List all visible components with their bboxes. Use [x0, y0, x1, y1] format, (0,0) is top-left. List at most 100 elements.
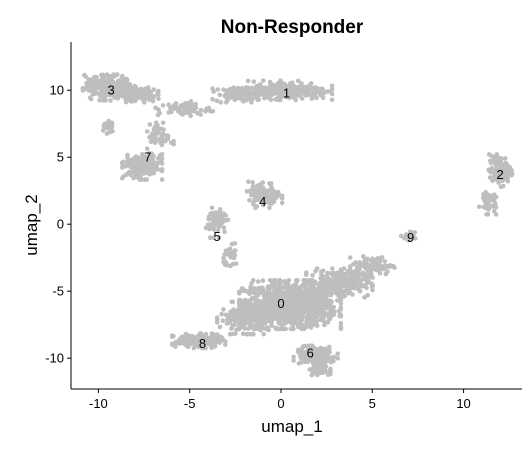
y-tick-label: 10: [50, 83, 64, 98]
data-point: [147, 122, 153, 127]
data-point: [241, 314, 247, 320]
data-point: [141, 95, 146, 101]
data-point: [192, 106, 198, 112]
data-point: [274, 303, 280, 309]
data-point: [370, 287, 375, 293]
data-point: [173, 344, 178, 349]
data-point: [221, 87, 226, 92]
data-point: [349, 269, 355, 274]
data-point: [338, 267, 344, 273]
data-point: [492, 154, 497, 160]
data-point: [362, 295, 367, 300]
data-point: [198, 107, 204, 113]
data-point: [379, 255, 385, 260]
x-axis-title: umap_1: [261, 417, 322, 436]
data-point: [147, 165, 153, 170]
cluster-label-1: 1: [283, 85, 290, 100]
data-point: [276, 83, 282, 89]
data-point: [337, 286, 342, 291]
data-point: [305, 84, 310, 89]
data-point: [215, 87, 221, 92]
data-point: [138, 171, 143, 176]
data-point: [318, 317, 323, 323]
x-tick-label: -10: [89, 396, 108, 411]
data-point: [308, 305, 314, 311]
data-point: [150, 160, 156, 165]
data-point: [279, 86, 285, 91]
data-point: [352, 278, 357, 284]
data-point: [153, 133, 158, 138]
x-tick-label: 10: [456, 396, 470, 411]
data-point: [324, 354, 330, 359]
data-point: [120, 175, 125, 181]
data-point: [365, 277, 371, 282]
data-point: [244, 92, 250, 98]
data-point: [295, 321, 301, 326]
data-point: [255, 287, 261, 293]
data-point: [300, 356, 305, 362]
data-point: [259, 324, 265, 330]
data-point: [229, 241, 235, 247]
data-point: [347, 264, 353, 269]
data-point: [173, 101, 179, 106]
data-point: [351, 272, 356, 278]
data-point: [252, 308, 257, 313]
data-point: [387, 263, 393, 268]
data-point: [316, 303, 322, 309]
data-point: [156, 92, 161, 97]
data-point: [266, 327, 272, 333]
data-point: [299, 324, 305, 330]
data-point: [347, 278, 353, 283]
data-point: [268, 87, 274, 93]
data-point: [251, 331, 256, 337]
cluster-label-7: 7: [144, 150, 151, 165]
data-point: [185, 344, 191, 350]
data-point: [329, 307, 334, 312]
data-point: [222, 229, 227, 234]
data-point: [281, 81, 286, 87]
data-point: [263, 198, 269, 203]
data-point: [286, 278, 292, 283]
data-point: [206, 217, 212, 222]
data-point: [105, 120, 111, 125]
data-point: [339, 289, 345, 295]
data-point: [355, 264, 360, 270]
data-point: [269, 302, 274, 307]
data-point: [392, 265, 397, 270]
data-point: [103, 97, 108, 102]
data-point: [210, 210, 215, 216]
data-point: [152, 140, 158, 145]
x-tick-label: 0: [277, 396, 284, 411]
data-point: [370, 266, 376, 272]
data-point: [256, 321, 262, 326]
data-point: [215, 227, 221, 233]
data-point: [320, 286, 325, 292]
data-point: [282, 319, 288, 324]
data-point: [139, 162, 145, 167]
data-point: [257, 92, 263, 98]
data-point: [241, 99, 246, 104]
data-point: [260, 85, 265, 91]
data-point: [220, 217, 226, 223]
data-point: [251, 202, 256, 207]
data-point: [230, 310, 235, 316]
data-point: [265, 285, 271, 291]
data-point: [270, 314, 276, 320]
data-point: [291, 307, 297, 312]
data-point: [310, 273, 315, 278]
data-point: [159, 161, 165, 166]
data-point: [130, 157, 135, 162]
data-point: [304, 282, 309, 288]
data-point: [160, 103, 166, 108]
data-point: [155, 112, 161, 118]
data-point: [294, 296, 300, 302]
data-point: [319, 272, 324, 278]
data-point: [291, 354, 296, 360]
data-point: [267, 79, 273, 85]
data-point: [260, 278, 266, 283]
data-point: [279, 94, 285, 99]
cluster-4-points: [244, 179, 285, 210]
data-point: [246, 319, 251, 325]
data-point: [490, 170, 496, 175]
data-point: [498, 184, 504, 190]
